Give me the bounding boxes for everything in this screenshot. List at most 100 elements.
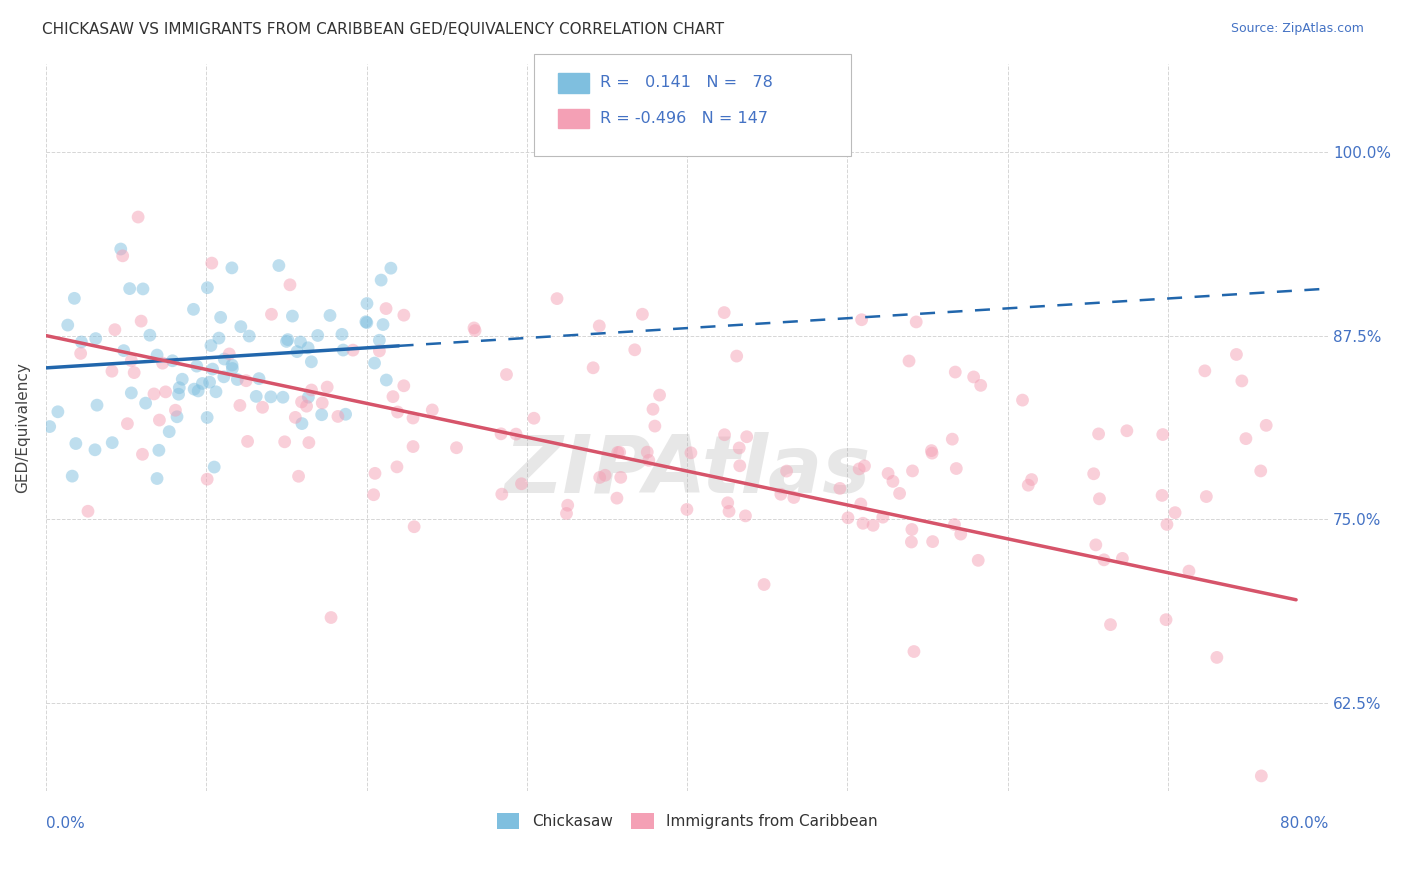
Point (363, 356, 385, 370)
Point (202, 460, 225, 475)
Point (375, 373, 398, 387)
Point (717, 496, 740, 510)
Point (191, 376, 214, 391)
Point (281, 309, 304, 323)
Point (86, 398, 108, 412)
Point (363, 488, 385, 502)
Point (1256, 418, 1278, 433)
Point (201, 256, 224, 270)
Text: ZIPAtlas: ZIPAtlas (503, 432, 870, 510)
Point (65, 436, 87, 450)
Point (235, 374, 257, 388)
Point (238, 329, 260, 343)
Point (297, 390, 319, 404)
Point (949, 527, 972, 541)
Point (326, 409, 349, 424)
Point (299, 355, 322, 369)
Point (420, 403, 443, 417)
Point (186, 359, 208, 373)
Point (491, 487, 513, 501)
Point (609, 445, 631, 459)
Point (183, 382, 205, 396)
Point (636, 445, 658, 459)
Point (783, 491, 806, 505)
Point (1178, 564, 1201, 578)
Point (271, 390, 294, 404)
Text: R =   0.141   N =   78: R = 0.141 N = 78 (600, 76, 773, 90)
Point (889, 486, 911, 500)
Point (371, 318, 394, 332)
Point (676, 502, 699, 516)
Point (169, 381, 191, 395)
Point (877, 467, 900, 481)
Point (1250, 769, 1272, 783)
Point (167, 387, 190, 401)
Point (218, 347, 240, 361)
Point (70, 334, 93, 349)
Point (402, 440, 425, 454)
Point (402, 411, 425, 425)
Point (226, 372, 249, 386)
Point (637, 453, 659, 467)
Point (588, 318, 610, 333)
Point (1011, 393, 1033, 408)
Point (713, 305, 735, 319)
Point (101, 435, 124, 450)
Point (901, 464, 924, 478)
Point (609, 470, 631, 484)
Point (201, 362, 224, 376)
Point (970, 378, 993, 392)
Point (1152, 488, 1174, 502)
Point (311, 396, 333, 410)
Point (356, 296, 378, 310)
Point (852, 516, 875, 531)
Point (187, 384, 209, 398)
Text: CHICKASAW VS IMMIGRANTS FROM CARIBBEAN GED/EQUIVALENCY CORRELATION CHART: CHICKASAW VS IMMIGRANTS FROM CARIBBEAN G… (42, 22, 724, 37)
Point (290, 334, 312, 349)
Point (495, 368, 517, 382)
Point (247, 371, 270, 385)
Point (1083, 467, 1105, 481)
Point (198, 375, 221, 389)
Point (606, 445, 628, 459)
Point (284, 410, 307, 425)
Point (135, 396, 157, 410)
Point (155, 384, 177, 399)
Point (291, 417, 314, 431)
Legend: Chickasaw, Immigrants from Caribbean: Chickasaw, Immigrants from Caribbean (491, 807, 884, 835)
Point (593, 468, 616, 483)
Point (165, 403, 187, 417)
Point (1250, 464, 1272, 478)
Point (380, 261, 402, 276)
Point (589, 470, 612, 484)
Point (728, 441, 751, 455)
Point (200, 338, 222, 352)
Point (385, 459, 408, 474)
Point (84, 442, 107, 457)
Point (898, 354, 921, 368)
Point (335, 407, 357, 421)
Text: R = -0.496   N = 147: R = -0.496 N = 147 (600, 112, 768, 126)
Point (725, 349, 748, 363)
Point (307, 328, 329, 343)
Point (260, 390, 283, 404)
Point (330, 327, 353, 342)
Point (1234, 432, 1257, 446)
Point (214, 351, 236, 366)
Point (387, 405, 409, 419)
Point (557, 498, 579, 512)
Point (166, 409, 188, 424)
Point (631, 307, 654, 321)
Point (546, 292, 568, 306)
Point (129, 314, 152, 328)
Point (555, 507, 578, 521)
Point (392, 308, 415, 322)
Point (769, 487, 792, 501)
Point (1164, 506, 1187, 520)
Point (316, 380, 339, 394)
Point (882, 475, 904, 489)
Point (828, 482, 851, 496)
Point (104, 323, 127, 337)
Point (297, 341, 319, 355)
Point (208, 331, 231, 345)
